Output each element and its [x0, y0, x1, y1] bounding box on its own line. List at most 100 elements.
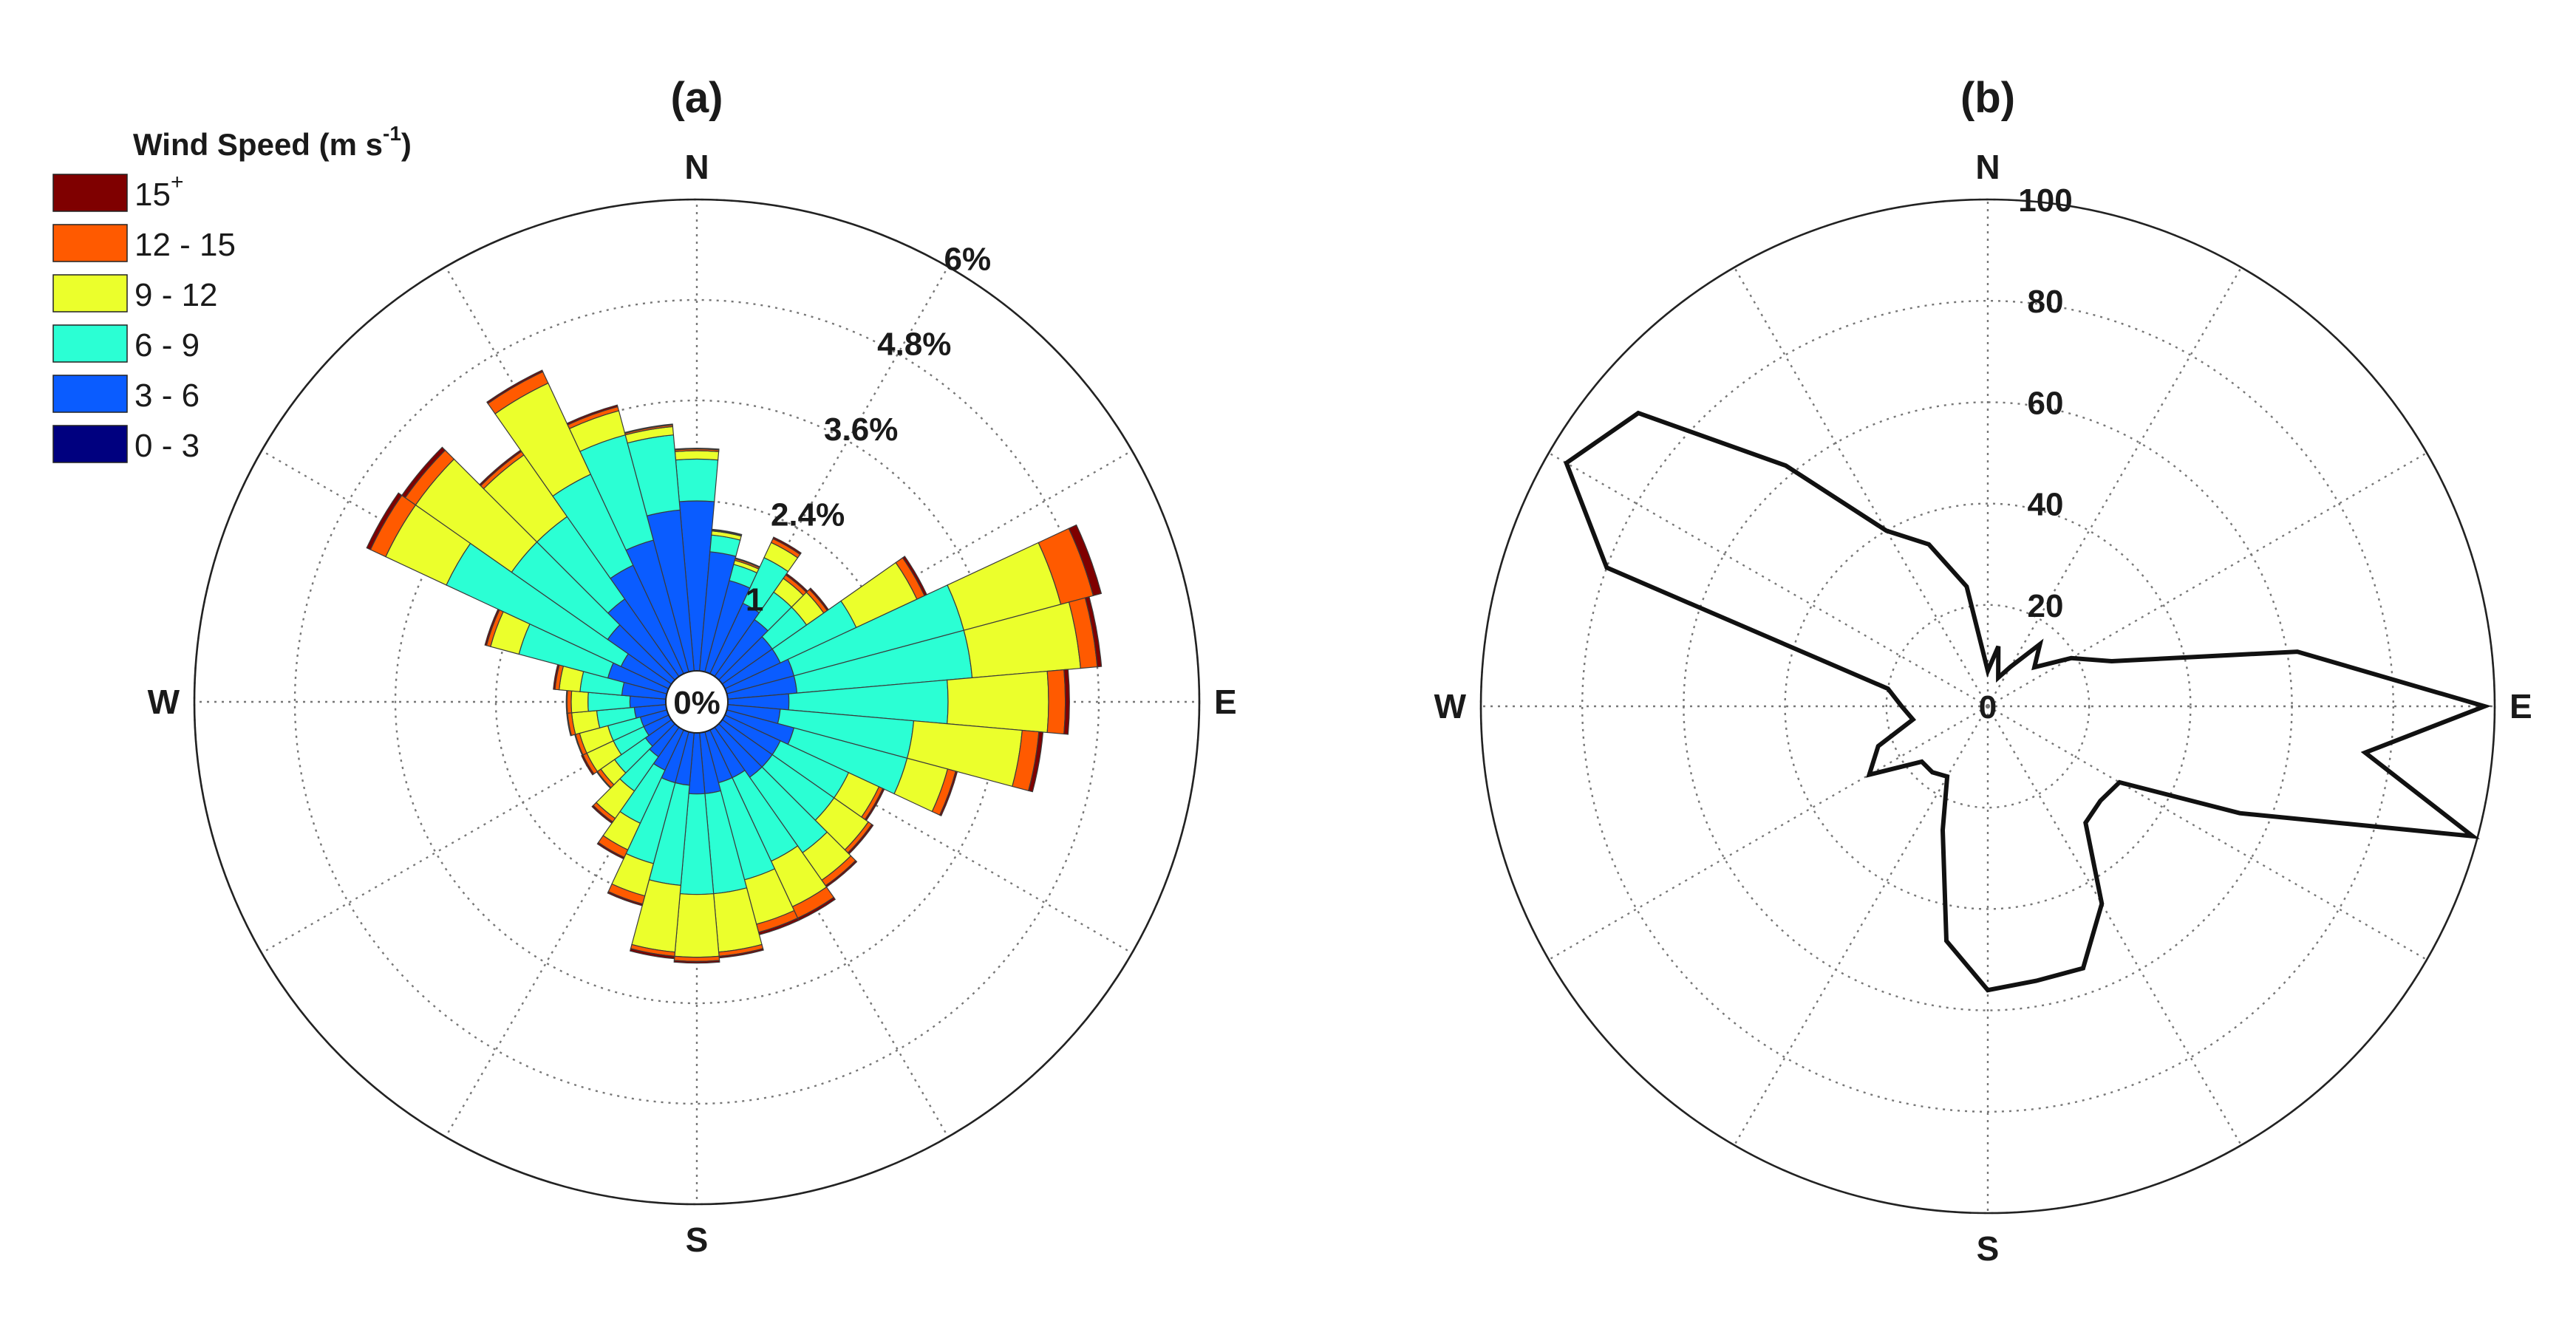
outer-ring: [193, 198, 1201, 1206]
bar-segment: [1068, 524, 1103, 597]
grid-spoke: [1986, 706, 2243, 1146]
legend-swatch: [52, 425, 128, 463]
grid-spoke: [1733, 267, 1989, 707]
radial-tick-label: 6%: [944, 241, 992, 277]
grid-spoke: [1987, 451, 2427, 708]
b-compass-e: E: [2509, 687, 2532, 725]
radial-tick-label: 0: [1979, 689, 1997, 725]
radial-tick-label: 40: [2028, 487, 2064, 523]
bar-segment: [581, 754, 595, 776]
grid-spoke: [1548, 451, 1989, 708]
bar-segment: [366, 492, 403, 550]
legend-title-suffix: ): [401, 127, 412, 162]
legend-label: 3 - 6: [134, 378, 200, 414]
bar-segment: [711, 528, 743, 536]
grid-spoke: [1733, 706, 1989, 1146]
wind-rose-radial-ticks: 1 2.4% 3.6% 4.8% 6%: [746, 241, 991, 618]
legend-entry: 0 - 3: [52, 425, 200, 464]
a-compass-e: E: [1214, 683, 1237, 721]
bar-segment: [607, 891, 644, 906]
legend-swatch: [52, 174, 128, 212]
radial-tick-label: 20: [2028, 588, 2064, 624]
polar-line-compass-labels: N E S W: [1434, 148, 2532, 1268]
grid-spoke: [695, 701, 950, 1138]
bar-segment: [486, 369, 544, 405]
a-compass-s: S: [686, 1220, 709, 1259]
radial-tick-label: 1: [746, 582, 763, 618]
legend-title-text: Wind Speed (m s: [133, 127, 383, 162]
wind-rose-center-label: 0%: [673, 685, 720, 721]
radial-tick-label: 60: [2028, 385, 2064, 421]
bar-segment: [1028, 731, 1044, 793]
panel-b-title: (b): [1960, 74, 2015, 122]
sector-270: [565, 689, 698, 714]
bar-segment: [674, 893, 720, 958]
grid-ring: [1885, 604, 2091, 809]
sector-180: [673, 701, 720, 964]
bar-segment: [591, 805, 614, 824]
sector-30: [696, 536, 802, 703]
b-compass-w: W: [1434, 687, 1467, 725]
legend-swatch: [52, 375, 128, 413]
grid-spoke: [444, 701, 698, 1138]
bar-segment: [629, 948, 675, 960]
legend-swatch: [52, 224, 128, 262]
sector-190: [629, 701, 698, 960]
a-compass-w: W: [148, 683, 180, 721]
grid-spoke: [1548, 705, 1989, 961]
legend-label: 9 - 12: [134, 277, 218, 313]
radial-tick-label: 100: [2018, 182, 2072, 219]
grid-ring: [1784, 502, 2192, 910]
legend-label: 0 - 3: [134, 428, 200, 464]
bar-segment: [624, 423, 673, 434]
bar-segment: [566, 690, 573, 714]
b-compass-n: N: [1975, 148, 2000, 186]
radial-tick-label: 3.6%: [824, 412, 898, 448]
bar-segment: [570, 690, 589, 714]
outer-ring: [1479, 198, 2496, 1215]
polar-line-panel: 0 20 40 60 80 100 N E S W (b): [1434, 74, 2532, 1268]
grid-ring: [1581, 300, 2394, 1113]
wind-rose-center-circle: [665, 670, 729, 734]
wind-rose-center: 0%: [665, 670, 729, 734]
radial-tick-label: 4.8%: [877, 327, 951, 363]
legend-label-text: 15: [134, 177, 171, 213]
legend-title-superscript: -1: [383, 122, 401, 145]
legend-label: 6 - 9: [134, 327, 200, 363]
polar-line-radial-ticks: 0 20 40 60 80 100: [1979, 182, 2073, 725]
bar-segment: [673, 960, 720, 964]
bar-segment: [674, 450, 720, 461]
bar-segment: [938, 771, 958, 816]
grid-spoke: [696, 700, 1133, 955]
sector-330: [486, 369, 698, 703]
grid-spoke: [695, 266, 950, 703]
panel-a-title: (a): [671, 74, 723, 122]
legend-entry: 15+: [52, 170, 183, 213]
sector-340: [566, 404, 698, 703]
bar-segment: [1084, 595, 1103, 668]
b-compass-s: S: [1977, 1229, 2000, 1268]
legend-label: 12 - 15: [134, 227, 236, 263]
legend-entry: 9 - 12: [52, 274, 218, 313]
legend-entry: 6 - 9: [52, 324, 200, 363]
legend-swatch: [52, 274, 128, 313]
a-compass-n: N: [684, 148, 709, 186]
radial-tick-label: 80: [2028, 284, 2064, 320]
bar-segment: [674, 447, 720, 451]
legend-label-text: 0 - 3: [134, 428, 200, 464]
wind-rose-compass-labels: N E S W: [148, 148, 1237, 1259]
legend-label-text: 3 - 6: [134, 378, 200, 414]
series-line: [1564, 410, 2492, 993]
polar-line-series: [1564, 410, 2492, 993]
legend-title: Wind Speed (m s-1): [133, 122, 412, 162]
sector-350: [624, 423, 698, 703]
legend-entry: 12 - 15: [52, 224, 236, 263]
grid-spoke: [261, 700, 698, 955]
legend-swatch: [52, 324, 128, 363]
sector-90: [696, 669, 1070, 735]
bar-segment: [596, 841, 625, 860]
radial-tick-label: 2.4%: [771, 496, 845, 533]
bar-segment: [772, 536, 802, 556]
grid-spoke: [1987, 705, 2427, 961]
